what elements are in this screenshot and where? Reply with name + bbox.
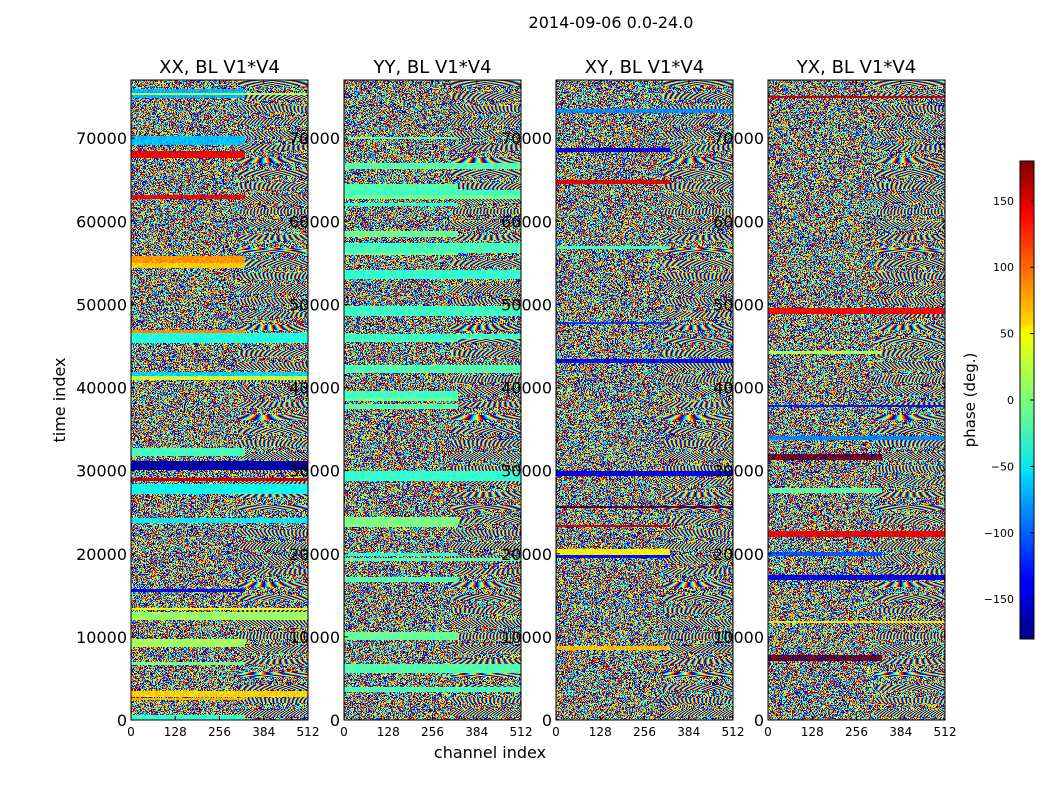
colorbar-ticks: 150 100 50 0 −50 −100 −150 bbox=[984, 195, 1034, 606]
panel-title: XY, BL V1*V4 bbox=[585, 57, 704, 78]
phase-heatmap bbox=[556, 80, 733, 720]
x-tick-label: 512 bbox=[722, 725, 745, 739]
y-tick-label: 20000 bbox=[501, 545, 552, 564]
x-tick-label: 0 bbox=[764, 725, 772, 739]
y-tick-label: 20000 bbox=[289, 545, 340, 564]
y-tick-label: 40000 bbox=[501, 379, 552, 398]
y-tick-label: 0 bbox=[330, 711, 340, 730]
y-tick-label: 70000 bbox=[501, 129, 552, 148]
y-tick-label: 0 bbox=[542, 711, 552, 730]
panel-title: YX, BL V1*V4 bbox=[796, 57, 916, 78]
y-tick-label: 10000 bbox=[76, 628, 127, 647]
y-tick-label: 60000 bbox=[76, 212, 127, 231]
y-tick-label: 0 bbox=[117, 711, 127, 730]
y-tick-label: 10000 bbox=[289, 628, 340, 647]
x-tick-label: 384 bbox=[889, 725, 912, 739]
y-tick-label: 20000 bbox=[713, 545, 764, 564]
x-tick-label: 128 bbox=[801, 725, 824, 739]
y-tick-label: 70000 bbox=[713, 129, 764, 148]
y-tick-label: 30000 bbox=[289, 462, 340, 481]
y-tick-label: 60000 bbox=[289, 212, 340, 231]
y-tick-label: 60000 bbox=[713, 212, 764, 231]
x-tick-label: 512 bbox=[934, 725, 957, 739]
colorbar-tick-label: 0 bbox=[1007, 394, 1014, 407]
panel-yy: YY, BL V1*V4 0 10000 20000 30000 40000 50000 60… bbox=[289, 57, 532, 739]
x-tick-label: 384 bbox=[677, 725, 700, 739]
y-tick-label: 40000 bbox=[713, 379, 764, 398]
y-tick-label: 20000 bbox=[76, 545, 127, 564]
y-tick-label: 30000 bbox=[501, 462, 552, 481]
x-tick-label: 384 bbox=[465, 725, 488, 739]
y-tick-label: 70000 bbox=[76, 129, 127, 148]
y-tick-label: 60000 bbox=[501, 212, 552, 231]
y-tick-label: 50000 bbox=[76, 295, 127, 314]
panel-xx: XX, BL V1*V4 0 10000 20000 30000 40000 50000 60… bbox=[76, 57, 319, 739]
y-axis-label: time index bbox=[50, 357, 69, 442]
x-tick-label: 128 bbox=[589, 725, 612, 739]
y-tick-label: 10000 bbox=[713, 628, 764, 647]
phase-heatmap bbox=[131, 80, 308, 720]
phase-heatmap bbox=[344, 80, 521, 720]
colorbar-label: phase (deg.) bbox=[961, 353, 979, 448]
panels: XX, BL V1*V4 0 10000 20000 30000 40000 50000 60… bbox=[76, 57, 956, 739]
y-tick-label: 10000 bbox=[501, 628, 552, 647]
x-tick-label: 256 bbox=[421, 725, 444, 739]
y-tick-label: 40000 bbox=[289, 379, 340, 398]
y-tick-label: 40000 bbox=[76, 379, 127, 398]
x-tick-label: 256 bbox=[208, 725, 231, 739]
x-tick-label: 512 bbox=[297, 725, 320, 739]
x-tick-label: 256 bbox=[633, 725, 656, 739]
x-tick-label: 512 bbox=[510, 725, 533, 739]
colorbar: 150 100 50 0 −50 −100 −150 phase (deg.) bbox=[961, 160, 1035, 640]
y-tick-label: 70000 bbox=[289, 129, 340, 148]
x-tick-label: 128 bbox=[164, 725, 187, 739]
figure-title: 2014-09-06 0.0-24.0 bbox=[529, 13, 694, 32]
panel-xy: XY, BL V1*V4 0 10000 20000 30000 40000 50000 60… bbox=[501, 57, 744, 739]
y-tick-label: 30000 bbox=[76, 462, 127, 481]
panel-title: XX, BL V1*V4 bbox=[159, 57, 280, 78]
colorbar-tick-label: −150 bbox=[984, 593, 1014, 606]
x-tick-label: 128 bbox=[377, 725, 400, 739]
y-tick-label: 0 bbox=[754, 711, 764, 730]
phase-heatmap bbox=[768, 80, 945, 720]
y-tick-label: 50000 bbox=[501, 295, 552, 314]
panel-title: YY, BL V1*V4 bbox=[372, 57, 491, 78]
panel-yx: YX, BL V1*V4 0 10000 20000 30000 40000 50000 60… bbox=[713, 57, 956, 739]
x-tick-label: 384 bbox=[252, 725, 275, 739]
colorbar-tick-label: −100 bbox=[984, 527, 1014, 540]
y-tick-label: 50000 bbox=[713, 295, 764, 314]
y-tick-label: 30000 bbox=[713, 462, 764, 481]
colorbar-tick-label: 50 bbox=[1000, 328, 1014, 341]
x-tick-label: 0 bbox=[127, 725, 135, 739]
x-axis-label: channel index bbox=[434, 743, 546, 762]
x-tick-label: 0 bbox=[340, 725, 348, 739]
colorbar-tick-label: 100 bbox=[993, 261, 1014, 274]
colorbar-tick-label: −50 bbox=[991, 460, 1014, 473]
x-tick-label: 256 bbox=[845, 725, 868, 739]
x-tick-label: 0 bbox=[552, 725, 560, 739]
y-tick-label: 50000 bbox=[289, 295, 340, 314]
colorbar-tick-label: 150 bbox=[993, 195, 1014, 208]
